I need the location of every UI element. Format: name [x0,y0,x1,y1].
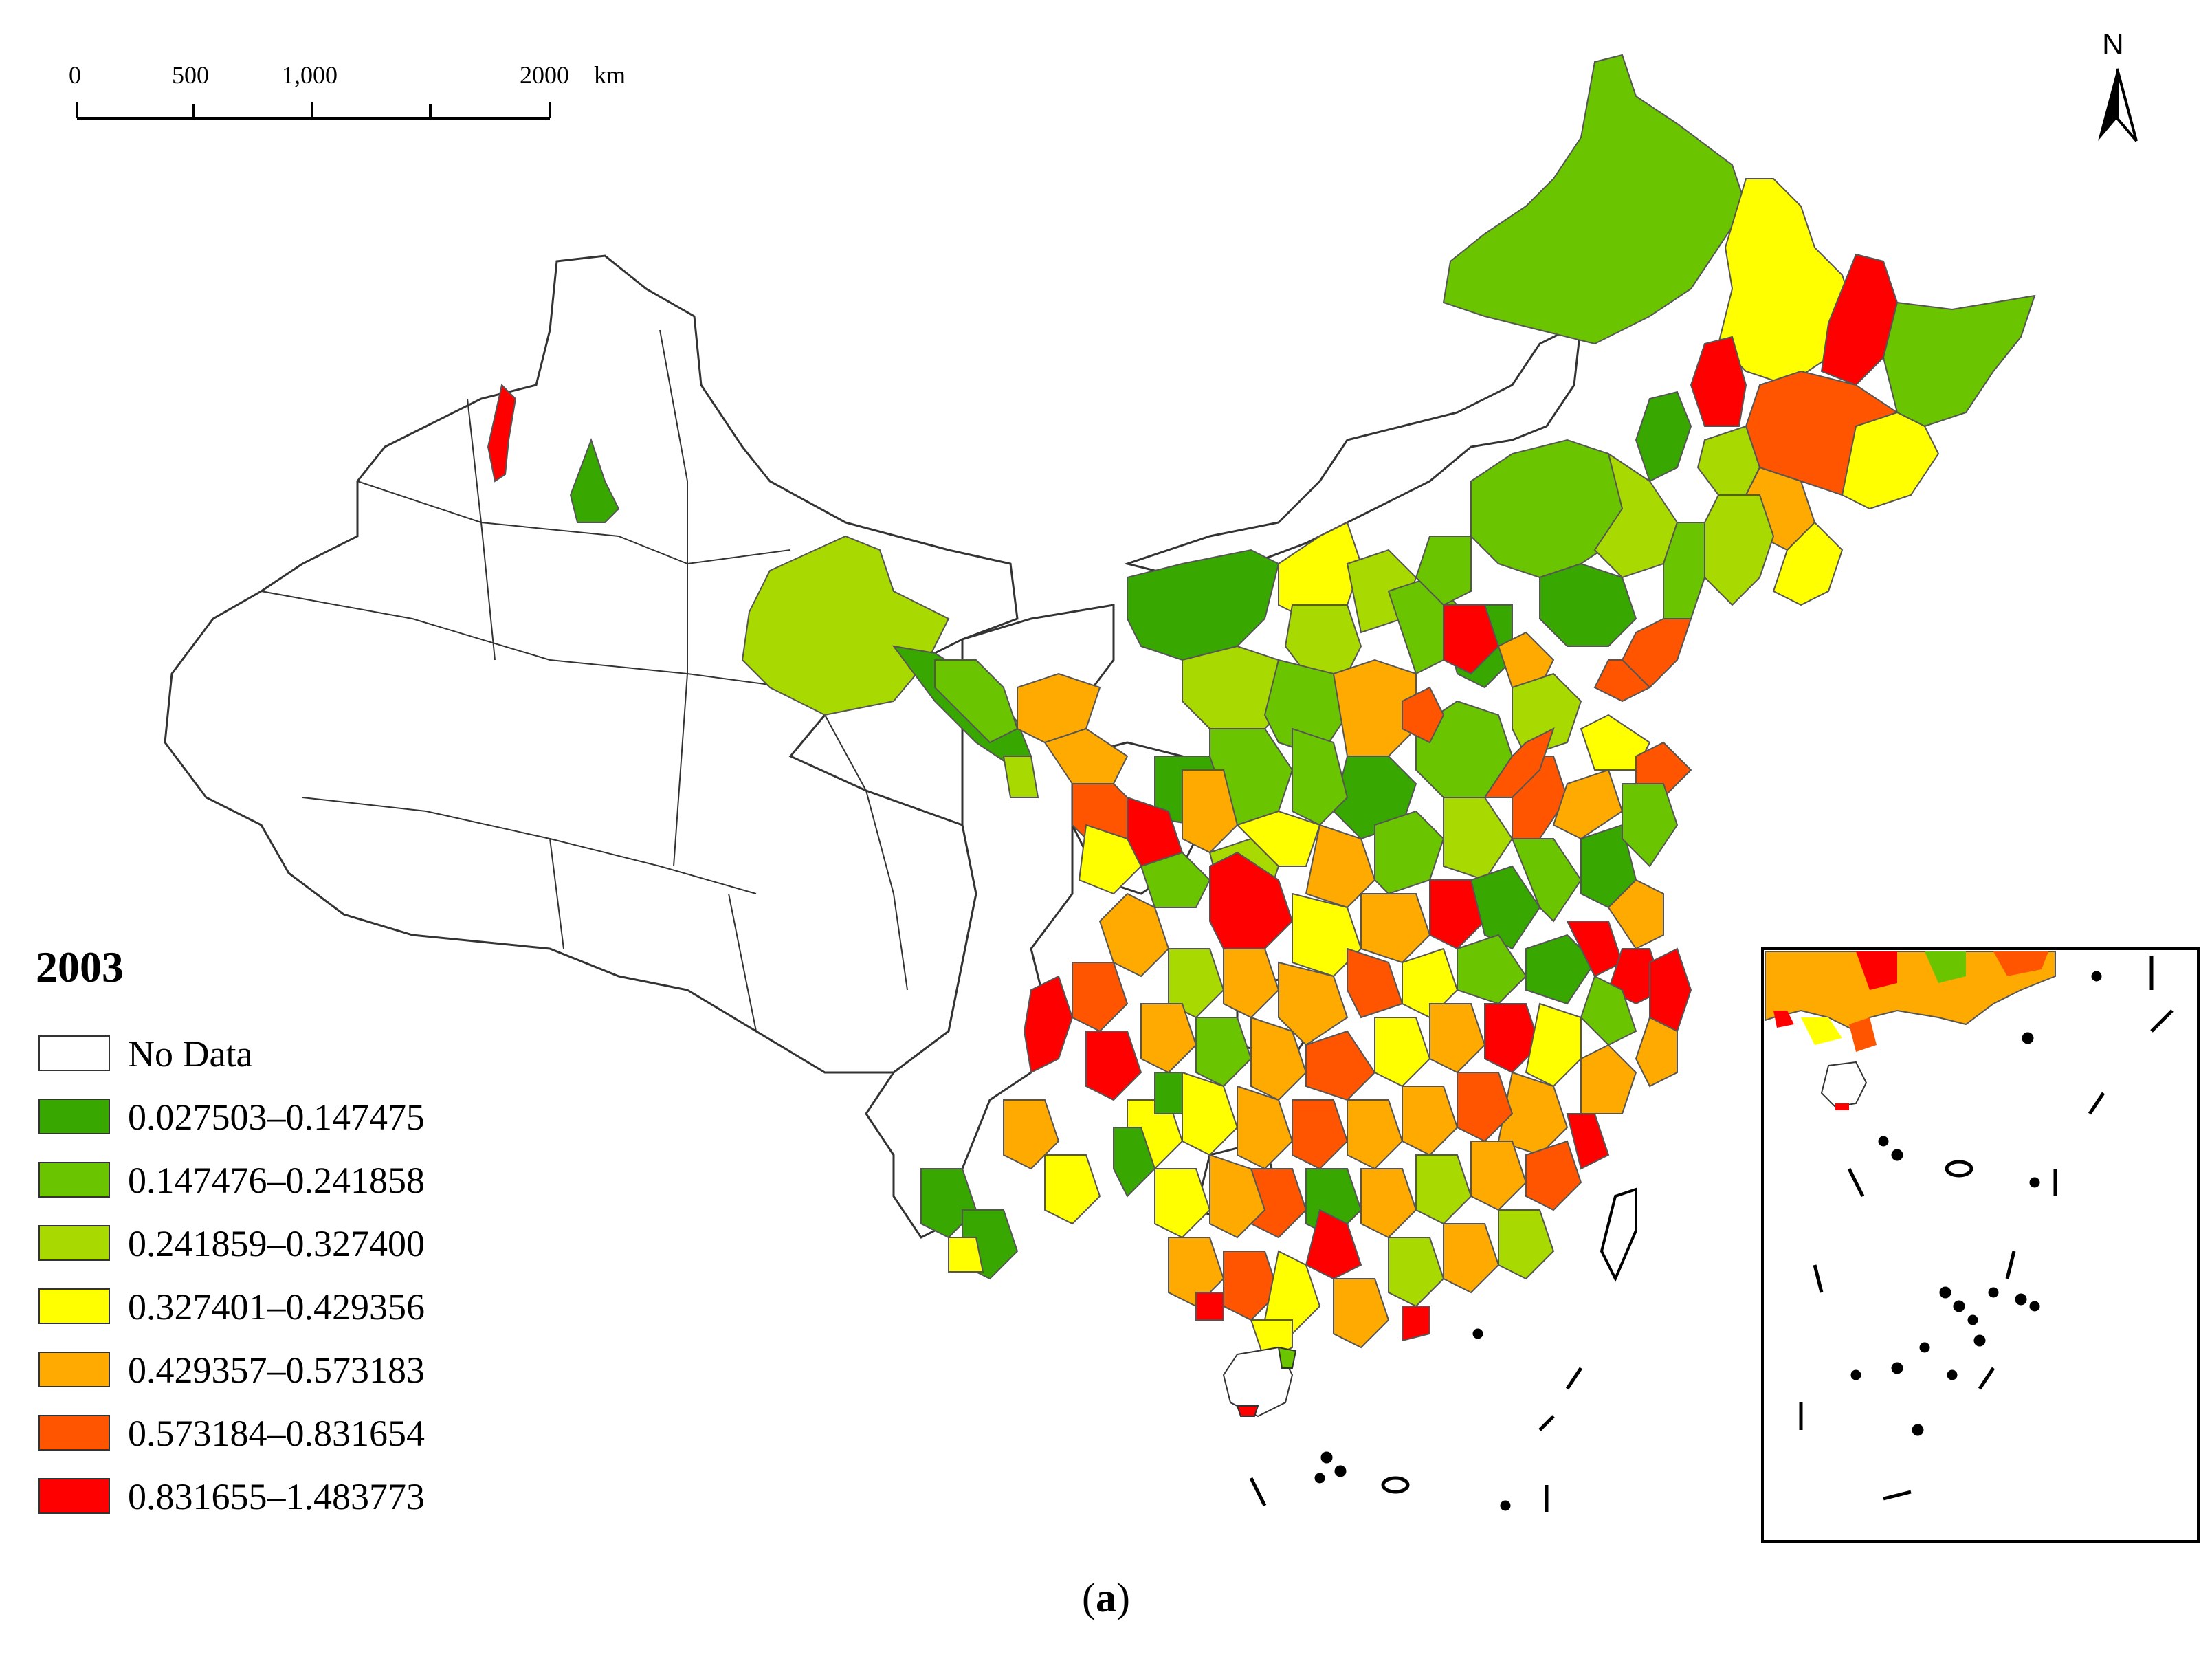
scale-label-2000: 2000 [520,61,569,89]
scale-unit-label: km [594,61,626,89]
scale-label-1000: 1,000 [282,61,338,89]
province-borders [261,329,908,1032]
scale-label-0: 0 [69,61,81,89]
legend-label: 0.429357–0.573183 [128,1350,425,1391]
legend-swatch [38,1099,110,1134]
legend-swatch [38,1225,110,1261]
legend-swatch [38,1162,110,1198]
legend-label: 0.147476–0.241858 [128,1160,425,1201]
figure-caption: (a) [0,1574,2212,1622]
legend-item-class-6: 0.573184–0.831654 [38,1411,520,1459]
legend-item-class-7: 0.831655–1.483773 [38,1474,520,1522]
north-label: N [2102,28,2124,61]
legend-swatch [38,1415,110,1451]
legend-item-class-4: 0.327401–0.429356 [38,1284,520,1332]
taiwan-island [1600,1187,1637,1282]
caption-letter: a [1096,1575,1116,1620]
legend-label: 0.573184–0.831654 [128,1413,425,1454]
scale-label-500: 500 [172,61,209,89]
legend-item-class-2: 0.147476–0.241858 [38,1158,520,1206]
south-china-regions [920,962,1637,1383]
legend-label: 0.831655–1.483773 [128,1476,425,1517]
legend-label: 0.027503–0.147475 [128,1097,425,1138]
south-china-sea-inset [1761,947,2200,1543]
legend-swatch [38,1478,110,1514]
legend-item-no-data: No Data [38,1031,520,1079]
caption-open-paren: ( [1082,1575,1096,1620]
legend-item-class-1: 0.027503–0.147475 [38,1094,520,1143]
south-china-sea-islands [1249,1328,1583,1512]
legend-year: 2003 [36,943,124,991]
central-china-regions [1078,727,1692,1088]
legend-swatch [38,1035,110,1071]
legend-label: 0.241859–0.327400 [128,1223,425,1264]
hainan-island [1222,1346,1297,1418]
legend-label: No Data [128,1033,253,1075]
north-arrow-icon [2098,68,2138,142]
legend-label: 0.327401–0.429356 [128,1286,425,1328]
legend-item-class-3: 0.241859–0.327400 [38,1221,520,1269]
caption-close-paren: ) [1116,1575,1130,1620]
scale-bar [76,102,551,120]
northeast-regions [1442,54,2036,703]
legend-swatch [38,1352,110,1387]
legend-item-class-5: 0.429357–0.573183 [38,1348,520,1396]
legend-swatch [38,1288,110,1324]
